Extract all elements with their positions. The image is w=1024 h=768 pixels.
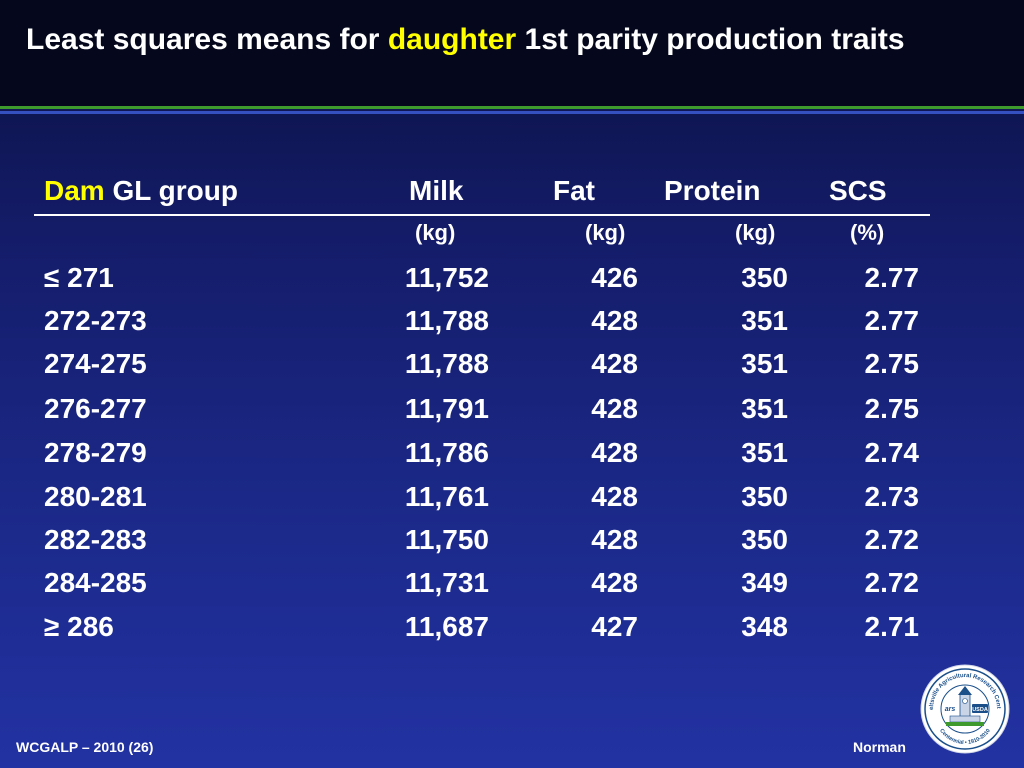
table-row: 282-283 11,750 428 350 2.72	[34, 524, 934, 564]
title-part-1: Least squares means for	[26, 23, 388, 56]
cell-milk: 11,731	[404, 567, 489, 598]
title-highlight: daughter	[387, 23, 517, 56]
cell-protein: 348	[741, 611, 788, 642]
cell-fat: 428	[591, 481, 638, 512]
slide-title: Least squares means for daughter 1st par…	[26, 20, 986, 60]
unit-fat: (kg)	[585, 220, 626, 245]
cell-fat: 428	[591, 393, 638, 424]
cell-group: 284-285	[44, 567, 147, 598]
cell-fat: 428	[591, 567, 638, 598]
cell-protein: 351	[741, 348, 788, 379]
cell-milk: 11,750	[404, 524, 489, 555]
table-row: 276-277 11,791 428 351 2.75	[34, 393, 934, 433]
cell-protein: 350	[741, 524, 788, 555]
cell-protein: 351	[741, 437, 788, 468]
cell-protein: 350	[741, 262, 788, 293]
cell-fat: 428	[591, 348, 638, 379]
cell-group: 280-281	[44, 481, 147, 512]
table-row: 274-275 11,788 428 351 2.75	[34, 348, 934, 388]
cell-group: 274-275	[44, 348, 147, 379]
title-part-2: 1st parity production traits	[516, 23, 905, 56]
unit-milk: (kg)	[415, 220, 456, 245]
cell-milk: 11,761	[404, 481, 489, 512]
header-divider	[34, 214, 930, 216]
cell-milk: 11,788	[404, 348, 489, 379]
cell-group: ≤ 271	[44, 262, 114, 293]
cell-group: ≥ 286	[44, 611, 114, 642]
header-milk: Milk	[409, 175, 464, 206]
header-protein: Protein	[664, 175, 761, 206]
cell-scs: 2.72	[864, 567, 920, 598]
header-fat: Fat	[553, 175, 595, 206]
table-row: 284-285 11,731 428 349 2.72	[34, 567, 934, 607]
cell-scs: 2.73	[864, 481, 920, 512]
cell-fat: 426	[591, 262, 638, 293]
cell-fat: 427	[591, 611, 638, 642]
seal-mark-text: ars	[945, 706, 956, 713]
cell-protein: 351	[741, 305, 788, 336]
cell-protein: 351	[741, 393, 788, 424]
cell-milk: 11,687	[404, 611, 489, 642]
header-group-rest: GL group	[104, 175, 238, 206]
header-group: Dam GL group	[44, 175, 238, 207]
cell-group: 278-279	[44, 437, 147, 468]
footer-author: Norman	[853, 739, 906, 755]
title-rule-blue	[0, 111, 1024, 114]
table-row: 272-273 11,788 428 351 2.77	[34, 305, 934, 345]
cell-scs: 2.77	[864, 305, 920, 336]
cell-group: 272-273	[44, 305, 147, 336]
unit-protein: (kg)	[735, 220, 776, 245]
cell-fat: 428	[591, 305, 638, 336]
footer-conference: WCGALP – 2010 (26)	[16, 739, 154, 755]
table-row: ≤ 271 11,752 426 350 2.77	[34, 262, 934, 302]
cell-protein: 349	[741, 567, 788, 598]
cell-milk: 11,791	[404, 393, 489, 424]
cell-scs: 2.71	[864, 611, 920, 642]
header-group-highlight: Dam	[44, 175, 105, 206]
title-rule-green	[0, 106, 1024, 109]
cell-group: 282-283	[44, 524, 147, 555]
cell-protein: 350	[741, 481, 788, 512]
unit-scs: (%)	[850, 220, 885, 245]
table-row: ≥ 286 11,687 427 348 2.71	[34, 611, 934, 651]
cell-scs: 2.75	[864, 393, 920, 424]
cell-group: 276-277	[44, 393, 147, 424]
cell-scs: 2.75	[864, 348, 920, 379]
seal-badge-text: USDA	[972, 707, 988, 713]
cell-milk: 11,788	[404, 305, 489, 336]
cell-scs: 2.72	[864, 524, 920, 555]
cell-fat: 428	[591, 437, 638, 468]
cell-milk: 11,786	[404, 437, 489, 468]
barc-seal-icon: Beltsville Agricultural Research Center …	[920, 664, 1010, 754]
table-row: 280-281 11,761 428 350 2.73	[34, 481, 934, 521]
cell-scs: 2.77	[864, 262, 920, 293]
cell-milk: 11,752	[404, 262, 489, 293]
title-band	[0, 0, 1024, 106]
header-scs: SCS	[829, 175, 887, 206]
cell-scs: 2.74	[864, 437, 920, 468]
table-row: 278-279 11,786 428 351 2.74	[34, 437, 934, 477]
cell-fat: 428	[591, 524, 638, 555]
